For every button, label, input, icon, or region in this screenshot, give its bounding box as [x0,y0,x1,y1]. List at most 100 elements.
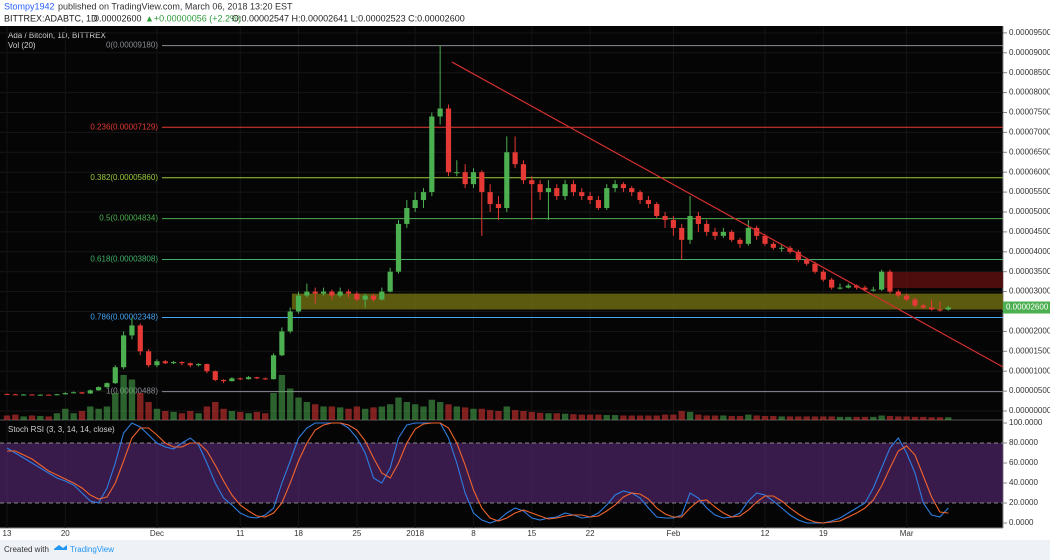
candle-body [21,394,27,396]
volume-bar [703,415,710,420]
candle-body [37,394,43,396]
candle-body [262,378,268,380]
volume-bar [861,416,869,420]
volume-bar [178,413,186,420]
y-tick-label: 0.00006500 [1009,147,1050,156]
candle-body [620,184,627,189]
candle-body [112,367,118,384]
volume-bar [278,375,286,420]
volume-bar [287,388,294,420]
volume-bar [195,413,202,420]
x-tick-label: 12 [761,529,770,538]
x-tick-label: 25 [352,529,361,538]
volume-bar [820,416,827,420]
candle-body [420,192,427,201]
candle-body [712,231,718,236]
candle-body [845,285,851,288]
volume-bar [561,413,569,420]
volume-bar [803,416,810,420]
volume-bar [237,411,244,420]
volume-bar [511,410,519,420]
candle-body [804,259,810,264]
volume-bar [137,393,144,420]
candle-body [495,204,502,209]
trendline [451,61,1004,368]
candle-body [820,271,826,280]
volume-bar [245,413,252,420]
candle-body [379,291,385,300]
y-tick-label: 60.0000 [1009,458,1038,467]
candle-body [612,184,618,189]
volume-bar [12,414,19,420]
candle-body [570,184,577,193]
candle-body [937,309,943,311]
volume-bar [878,415,885,420]
y-tick-label: 0.00009000 [1009,48,1050,57]
volume-bar [920,416,927,420]
candle-body [579,192,585,197]
candle-body [404,208,410,224]
candle-body [312,291,318,294]
candle-body [237,378,243,380]
x-tick-label: Feb [666,529,680,538]
volume-bar [845,416,852,420]
candle-body [912,299,918,306]
candle-body [662,215,668,220]
candle-body [679,227,685,240]
volume-bar [503,406,510,420]
volume-bar [461,407,469,420]
candle-body [187,363,193,366]
y-tick-label: 0.0000 [1009,518,1034,527]
x-tick-label: 15 [527,529,536,538]
volume-bar [3,415,11,420]
y-tick-label: 0.00005000 [1009,207,1050,216]
candle-body [154,361,160,366]
volume-bar [361,408,369,420]
volume-bar [95,408,102,420]
y-tick-label: 0.00005500 [1009,187,1050,196]
candle-body [945,307,951,310]
candle-body [279,331,285,356]
y-tick-label: 40.0000 [1009,478,1038,487]
volume-bar [87,406,94,420]
volume-bar [578,414,585,420]
volume-bar [895,416,902,420]
volume-bar [145,402,152,420]
candle-body [837,287,843,289]
symbol: BITTREX:ADABTC, 1D [4,13,98,23]
volume-bar [770,415,777,420]
fib-label: 0.5(0.00004834) [99,214,158,223]
candle-body [71,392,77,394]
volume-bar [653,415,660,420]
candle-body [637,192,643,201]
volume-bar [828,416,835,420]
volume-bar [295,397,302,420]
volume-bar [28,415,36,420]
candle-body [537,184,543,193]
x-tick-label: 11 [236,529,245,538]
volume-bar [403,402,411,420]
candle-body [470,172,477,185]
footer-brand[interactable]: TradingView [70,545,114,554]
volume-bar [870,416,877,420]
volume-bar [78,411,86,420]
candle-body [687,215,693,240]
x-tick-label: 8 [471,529,476,538]
y-tick-label: 0.00006000 [1009,167,1050,176]
candle-body [304,291,310,296]
y-tick-label: 0.00008500 [1009,68,1050,77]
volume-bar [720,415,727,420]
volume-bar [945,417,952,420]
volume-bar [20,416,27,420]
volume-bar [795,416,802,420]
volume-bar [495,411,502,420]
candle-body [320,291,327,294]
volume-bar [761,415,769,420]
candle-body [887,271,893,292]
volume-bar [686,411,694,420]
candle-body [879,271,885,290]
y-tick-label: 0.00003000 [1009,287,1050,296]
candle-body [170,362,177,364]
candle-body [479,172,485,193]
